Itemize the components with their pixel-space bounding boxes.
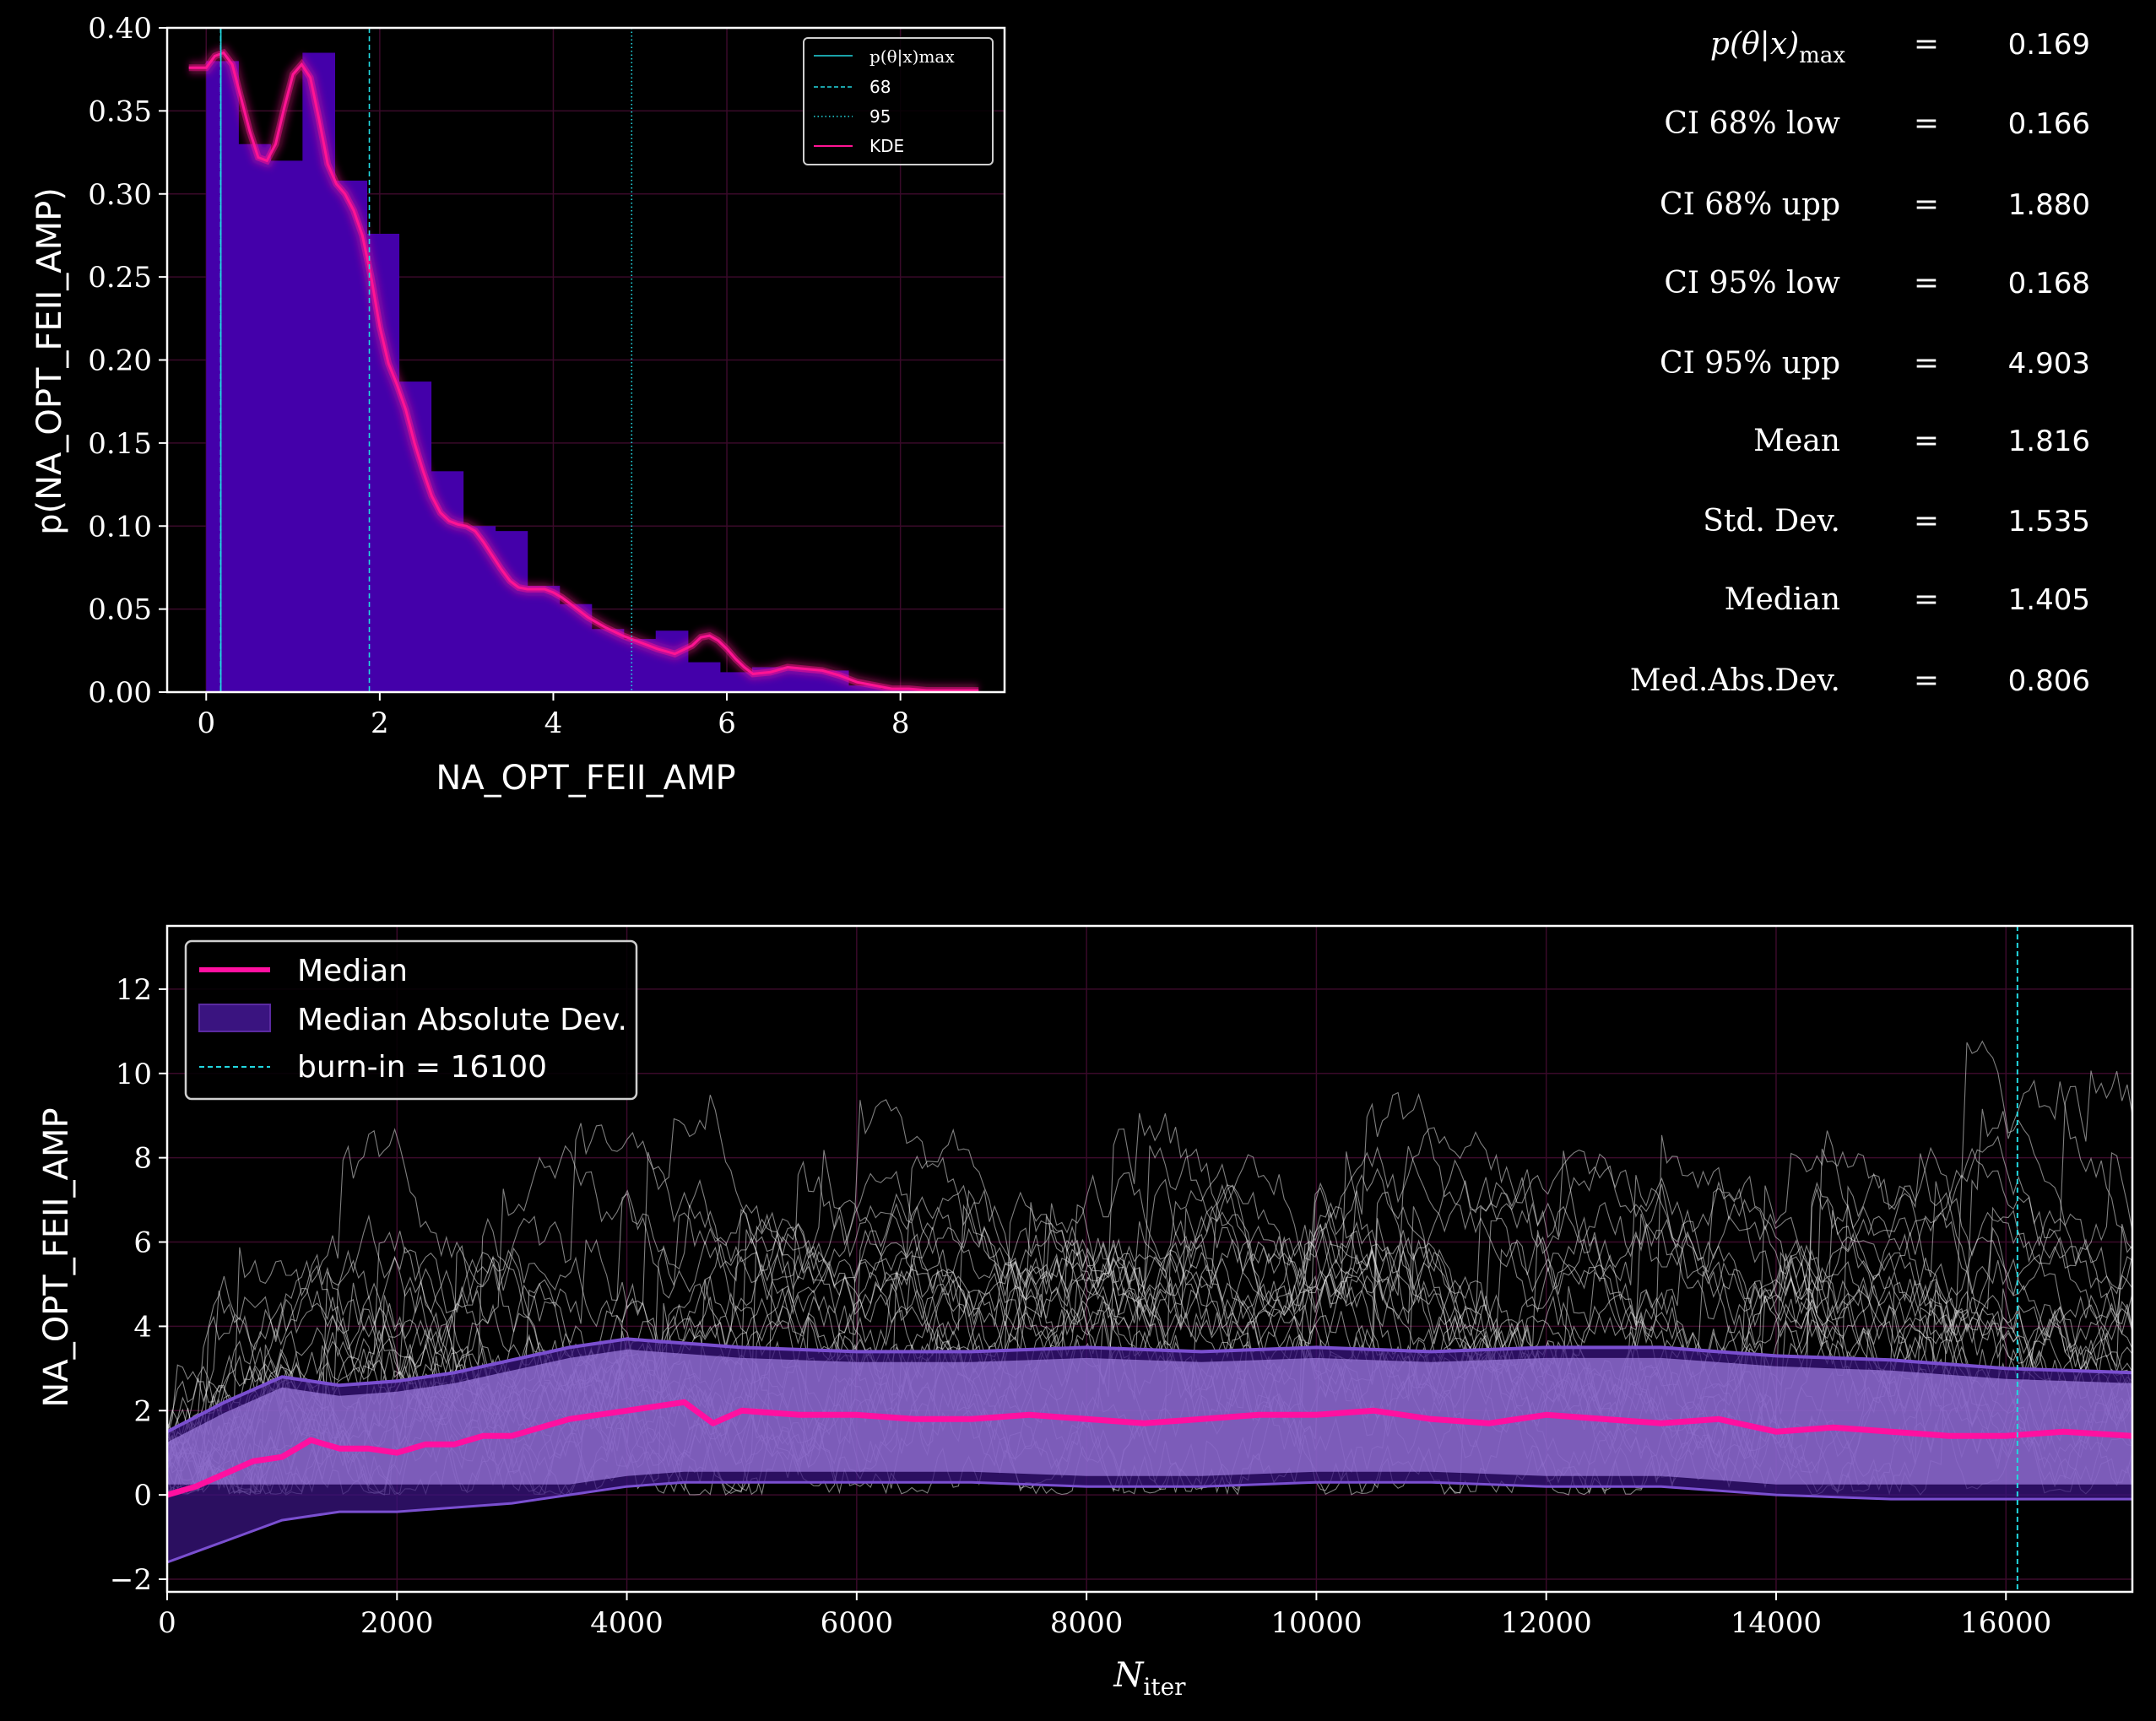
top-y-tick-label: 0.05 — [88, 593, 152, 627]
walker-chain — [167, 1134, 2132, 1496]
stat-equals: = — [1914, 582, 1939, 617]
histogram-bar — [687, 662, 721, 692]
stat-equals: = — [1914, 663, 1939, 698]
bottom-axes-frame — [165, 924, 2134, 1594]
top-x-tick-label: 6 — [718, 706, 736, 740]
stat-equals: = — [1914, 346, 1939, 381]
top-y-tick-label: 0.10 — [88, 510, 152, 544]
walker-chain — [167, 1040, 2132, 1473]
top-y-tick-label: 0.00 — [88, 676, 152, 710]
stat-equals: = — [1914, 504, 1939, 538]
top-y-axis-label: p(NA_OPT_FEII_AMP) — [30, 187, 69, 535]
kde-curve — [188, 44, 979, 692]
kde-line — [188, 51, 979, 692]
stat-label: p(θ|x)max — [1710, 27, 1845, 68]
bottom-y-axis-label: NA_OPT_FEII_AMP — [37, 1107, 76, 1407]
bottom-x-tick-label: 10000 — [1270, 1606, 1362, 1640]
bottom-x-axis-label: Niter — [1113, 1656, 1186, 1701]
histogram-bar — [655, 630, 689, 692]
median-line — [167, 1399, 2132, 1498]
stat-value: 1.880 — [2008, 188, 2090, 222]
top-y-tick-label: 0.30 — [88, 178, 152, 212]
stat-value: 0.806 — [2008, 664, 2090, 698]
bottom-y-tick-label: 8 — [133, 1142, 152, 1176]
legend-swatch-mad — [198, 1004, 271, 1032]
mad-lower-edge — [167, 1480, 2132, 1564]
top-y-tick-label: 0.40 — [88, 12, 152, 46]
top-y-tick-label: 0.35 — [88, 95, 152, 128]
top-y-tick-label: 0.20 — [88, 344, 152, 378]
bottom-x-tick-label: 14000 — [1731, 1606, 1822, 1640]
stat-value: 0.168 — [2008, 267, 2090, 300]
histogram-bar — [270, 160, 303, 692]
stat-equals: = — [1914, 187, 1939, 222]
bottom-x-tick-label: 12000 — [1501, 1606, 1592, 1640]
bottom-y-ticks: −2 0 2 4 6 8 10 12 — [110, 973, 167, 1597]
histogram-bar — [238, 143, 271, 692]
bottom-x-tick-label: 16000 — [1960, 1606, 2051, 1640]
stat-value: 1.535 — [2008, 505, 2090, 538]
stat-equals: = — [1914, 106, 1939, 141]
credible-interval-lines — [219, 28, 633, 692]
top-x-tick-label: 8 — [891, 706, 910, 740]
legend-label-95: 95 — [869, 106, 891, 127]
mad-band-inner — [167, 1349, 2132, 1485]
stat-value: 1.405 — [2008, 583, 2090, 617]
bottom-x-tick-label: 4000 — [590, 1606, 664, 1640]
top-y-ticks: 0.00 0.05 0.10 0.15 0.20 0.25 0.30 0.35 0.40 — [88, 12, 167, 710]
stat-label: Med.Abs.Dev. — [1630, 663, 1840, 698]
bottom-y-tick-label: −2 — [110, 1563, 152, 1597]
histogram-bar — [334, 181, 368, 692]
stat-equals: = — [1914, 266, 1939, 300]
top-x-tick-label: 4 — [544, 706, 563, 740]
histogram-bar — [527, 586, 561, 692]
top-x-axis-label: NA_OPT_FEII_AMP — [436, 759, 735, 798]
top-x-tick-label: 0 — [197, 706, 215, 740]
stat-label: Std. Dev. — [1703, 504, 1840, 538]
bottom-y-tick-label: 4 — [133, 1310, 152, 1344]
stat-label: Median — [1725, 582, 1840, 617]
bottom-y-tick-label: 10 — [116, 1058, 152, 1091]
bottom-x-ticks: 0 2000 4000 6000 8000 10000 12000 14000 16000 — [158, 1592, 2051, 1640]
legend-label-burnin: burn-in = 16100 — [297, 1050, 547, 1085]
bottom-y-tick-label: 0 — [133, 1479, 152, 1513]
bottom-x-tick-label: 0 — [158, 1606, 176, 1640]
bottom-legend: Median Median Absolute Dev. burn-in = 16… — [184, 939, 638, 1101]
top-x-tick-label: 2 — [371, 706, 389, 740]
mad-band — [167, 1337, 2132, 1564]
top-legend: p(θ|x)max 68 95 KDE — [803, 37, 994, 165]
stat-value: 1.816 — [2008, 425, 2090, 458]
top-x-ticks: 0 2 4 6 8 — [197, 692, 909, 740]
stat-label: CI 68% low — [1664, 106, 1840, 141]
stat-label: CI 95% low — [1664, 266, 1840, 300]
legend-label-mad: Median Absolute Dev. — [297, 1003, 627, 1037]
legend-label-kde: KDE — [869, 136, 904, 156]
legend-label-68: 68 — [869, 77, 891, 97]
mad-upper-edge — [167, 1337, 2132, 1433]
top-y-tick-label: 0.25 — [88, 261, 152, 295]
stat-label: Mean — [1753, 424, 1840, 458]
bottom-x-tick-label: 6000 — [821, 1606, 894, 1640]
bottom-x-tick-label: 8000 — [1050, 1606, 1124, 1640]
stat-equals: = — [1914, 424, 1939, 458]
top-y-tick-label: 0.15 — [88, 427, 152, 461]
histogram-bar — [206, 61, 239, 692]
bottom-x-tick-label: 2000 — [360, 1606, 434, 1640]
legend-label-pmax: p(θ|x)max — [869, 46, 955, 68]
legend-label-median: Median — [297, 954, 408, 988]
histogram-bars — [206, 52, 978, 692]
median-line-path — [167, 1399, 2132, 1498]
bottom-y-tick-label: 12 — [116, 973, 152, 1007]
stat-value: 0.169 — [2008, 28, 2090, 62]
stats-table: p(θ|x)max = 0.169 CI 68% low = 0.166 CI 68% up… — [1630, 27, 2090, 698]
stat-value: 0.166 — [2008, 107, 2090, 141]
bottom-y-tick-label: 2 — [133, 1394, 152, 1428]
stat-label: CI 95% upp — [1660, 346, 1840, 381]
histogram-bar — [719, 672, 753, 692]
stat-equals: = — [1914, 27, 1939, 62]
stat-value: 4.903 — [2008, 347, 2090, 381]
stat-label: CI 68% upp — [1660, 187, 1840, 222]
bottom-y-tick-label: 6 — [133, 1226, 152, 1260]
